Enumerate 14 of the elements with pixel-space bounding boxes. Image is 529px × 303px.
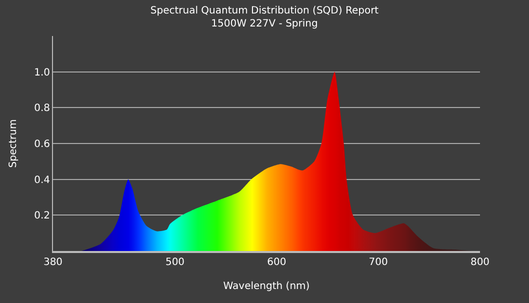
- y-tick-label: 0.8: [34, 103, 50, 114]
- x-axis-title: Wavelength (nm): [223, 281, 310, 292]
- chart-subtitle: 1500W 227V - Spring: [211, 18, 318, 30]
- x-tick-label: 380: [43, 257, 63, 268]
- y-axis-title: Spectrum: [8, 119, 20, 168]
- x-tick-label: 600: [267, 257, 286, 268]
- y-tick-label: 0.4: [34, 174, 50, 186]
- x-tick-label: 800: [470, 257, 490, 268]
- chart-title: Spectrual Quantum Distribution (SQD) Report: [150, 6, 379, 17]
- y-tick-label: 0.2: [34, 210, 50, 222]
- y-tick-label: 1.0: [34, 67, 50, 78]
- x-tick-label: 700: [368, 257, 388, 268]
- x-tick-label: 500: [165, 257, 185, 268]
- y-tick-label: 0.6: [34, 139, 50, 150]
